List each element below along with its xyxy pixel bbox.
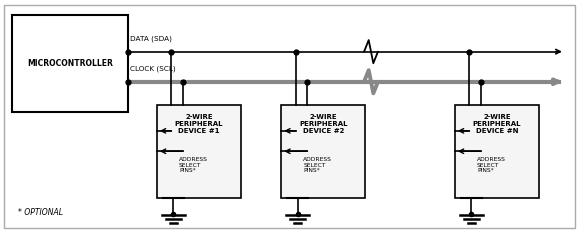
- Text: * OPTIONAL: * OPTIONAL: [18, 208, 63, 217]
- Text: 2-WIRE
PERIPHERAL
DEVICE #1: 2-WIRE PERIPHERAL DEVICE #1: [175, 114, 223, 134]
- Text: DATA (SDA): DATA (SDA): [130, 36, 172, 42]
- Bar: [455, 105, 539, 198]
- Text: MICROCONTROLLER: MICROCONTROLLER: [27, 59, 113, 68]
- Text: 2-WIRE
PERIPHERAL
DEVICE #N: 2-WIRE PERIPHERAL DEVICE #N: [473, 114, 521, 134]
- Text: ADDRESS
SELECT
PINS*: ADDRESS SELECT PINS*: [179, 157, 208, 173]
- Text: ADDRESS
SELECT
PINS*: ADDRESS SELECT PINS*: [303, 157, 332, 173]
- Text: CLOCK (SCL): CLOCK (SCL): [130, 66, 175, 72]
- Text: ADDRESS
SELECT
PINS*: ADDRESS SELECT PINS*: [477, 157, 506, 173]
- Text: 2-WIRE
PERIPHERAL
DEVICE #2: 2-WIRE PERIPHERAL DEVICE #2: [299, 114, 347, 134]
- Bar: [157, 105, 241, 198]
- Bar: [281, 105, 365, 198]
- Bar: [12, 15, 128, 112]
